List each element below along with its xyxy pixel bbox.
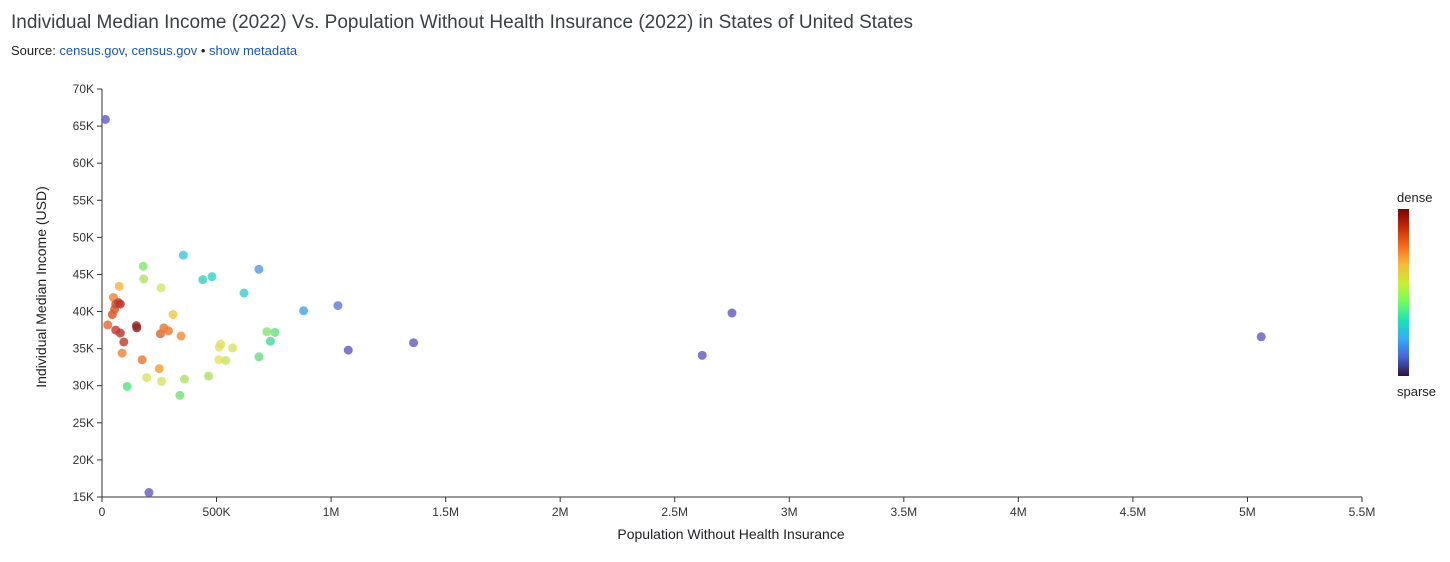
y-axis: 15K 20K 25K 30K 35K 40K 45K 50K 55K 60K 65K 70K: [73, 82, 103, 504]
y-tick-label: 40K: [73, 305, 94, 319]
x-tick-label: 5.5M: [1349, 505, 1376, 519]
data-point[interactable]: [239, 288, 249, 298]
x-tick-label: 1M: [323, 505, 340, 519]
data-point[interactable]: [216, 339, 226, 349]
data-point[interactable]: [254, 264, 264, 274]
data-point[interactable]: [119, 337, 129, 347]
data-point[interactable]: [144, 488, 154, 498]
x-tick-label: 4M: [1010, 505, 1027, 519]
data-point[interactable]: [697, 350, 707, 360]
data-point[interactable]: [270, 327, 280, 337]
data-point[interactable]: [254, 352, 264, 362]
data-points: [100, 114, 1266, 498]
x-tick-label: 5M: [1239, 505, 1256, 519]
data-point[interactable]: [175, 390, 185, 400]
data-point[interactable]: [198, 275, 208, 285]
data-point[interactable]: [115, 328, 125, 338]
x-tick-label: 500K: [203, 505, 231, 519]
y-tick-label: 30K: [73, 379, 94, 393]
x-axis: 0 500K 1M 1.5M 2M 2.5M 3M 3.5M 4M 4.5M 5M 5.5M: [99, 496, 1376, 519]
data-point[interactable]: [343, 345, 353, 355]
y-tick-label: 45K: [73, 267, 94, 281]
y-tick-label: 20K: [73, 453, 94, 467]
source-link-census-1[interactable]: census.gov: [59, 43, 125, 58]
source-line: Source: census.gov, census.gov • show me…: [11, 43, 297, 58]
y-tick-label: 50K: [73, 230, 94, 244]
data-point[interactable]: [409, 338, 419, 348]
x-tick-label: 2.5M: [661, 505, 688, 519]
y-tick-label: 70K: [73, 82, 94, 96]
y-tick-label: 65K: [73, 119, 94, 133]
data-point[interactable]: [179, 374, 189, 384]
data-point[interactable]: [176, 331, 186, 341]
data-point[interactable]: [1256, 332, 1266, 342]
legend-color-bar: [1398, 209, 1409, 376]
x-tick-label: 0: [99, 505, 106, 519]
show-metadata-link[interactable]: show metadata: [209, 43, 298, 58]
data-point[interactable]: [207, 272, 217, 282]
x-tick-label: 1.5M: [432, 505, 459, 519]
data-point[interactable]: [103, 320, 113, 330]
bullet-separator: •: [197, 43, 209, 58]
data-point[interactable]: [154, 364, 164, 374]
data-point[interactable]: [262, 327, 272, 337]
source-link-census-2[interactable]: census.gov: [131, 43, 198, 58]
data-point[interactable]: [156, 283, 166, 293]
data-point[interactable]: [265, 336, 275, 346]
chart-title: Individual Median Income (2022) Vs. Popu…: [11, 12, 913, 33]
y-tick-label: 25K: [73, 416, 94, 430]
data-point[interactable]: [178, 250, 188, 260]
data-point[interactable]: [727, 308, 737, 318]
x-tick-label: 4.5M: [1120, 505, 1147, 519]
data-point[interactable]: [214, 355, 224, 365]
y-tick-label: 55K: [73, 193, 94, 207]
data-point[interactable]: [228, 343, 238, 353]
data-point[interactable]: [115, 299, 125, 309]
data-point[interactable]: [138, 261, 148, 271]
data-point[interactable]: [333, 301, 343, 311]
data-point[interactable]: [137, 355, 147, 365]
data-point[interactable]: [157, 376, 167, 386]
y-tick-label: 60K: [73, 156, 94, 170]
x-tick-label: 3M: [781, 505, 798, 519]
y-axis-label: Individual Median Income (USD): [33, 186, 49, 388]
source-separator: ,: [124, 43, 132, 58]
data-point[interactable]: [168, 310, 178, 320]
data-point[interactable]: [221, 356, 231, 366]
legend-dense-label: dense: [1397, 190, 1432, 205]
data-point[interactable]: [163, 326, 173, 336]
data-point[interactable]: [117, 348, 127, 358]
data-point[interactable]: [100, 114, 110, 124]
data-point[interactable]: [142, 373, 152, 383]
data-point[interactable]: [132, 323, 142, 333]
x-axis-label: Population Without Health Insurance: [617, 526, 844, 542]
data-point[interactable]: [299, 306, 309, 316]
data-point[interactable]: [139, 274, 149, 284]
y-tick-label: 15K: [73, 490, 94, 504]
x-tick-label: 2M: [552, 505, 569, 519]
y-tick-label: 35K: [73, 342, 94, 356]
density-legend: dense sparse: [1397, 190, 1436, 399]
legend-sparse-label: sparse: [1397, 384, 1436, 399]
data-point[interactable]: [122, 381, 132, 391]
data-point[interactable]: [204, 371, 214, 381]
data-point[interactable]: [114, 281, 124, 291]
x-tick-label: 3.5M: [890, 505, 917, 519]
source-prefix: Source:: [11, 43, 60, 58]
